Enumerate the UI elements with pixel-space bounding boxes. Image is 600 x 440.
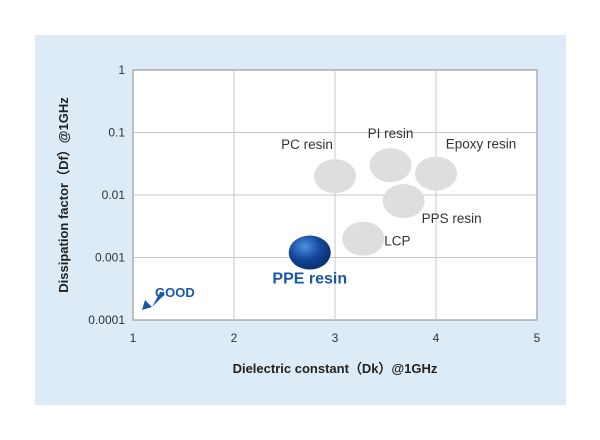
x-tick-label: 1 [130,331,137,345]
point-lcp [342,221,385,256]
data-points [288,148,457,270]
label-pps-resin: PPS resin [422,211,482,226]
y-tick-label: 0.1 [108,126,125,140]
label-pc-resin: PC resin [281,137,333,152]
good-arrow-icon [142,291,164,310]
x-axis-title: Dielectric constant（Dk）@1GHz [233,361,438,376]
label-ppe-resin: PPE resin [272,271,347,288]
point-labels: PC resin PI resin Epoxy resin PPS resin LCP P… [272,126,516,287]
label-epoxy-resin: Epoxy resin [446,137,517,152]
y-tick-label: 1 [118,63,125,77]
point-pps-resin [382,184,425,219]
y-axis-title: Dissipation factor（Df）@1GHz [56,97,71,293]
x-tick-label: 4 [433,331,440,345]
point-pi-resin [369,148,412,183]
good-annotation: GOOD [142,285,195,310]
point-ppe-resin [288,235,331,270]
x-tick-label: 5 [534,331,541,345]
tick-labels: 1 2 3 4 5 1 0.1 0.01 0.001 0.0001 [88,63,540,345]
y-tick-label: 0.001 [95,251,125,265]
x-tick-label: 3 [332,331,339,345]
label-lcp: LCP [384,234,410,249]
good-label: GOOD [155,285,195,300]
x-tick-label: 2 [231,331,238,345]
point-pc-resin [314,159,356,194]
y-tick-label: 0.01 [102,188,126,202]
grid [133,70,537,320]
label-pi-resin: PI resin [368,126,414,141]
y-tick-label: 0.0001 [88,313,125,327]
point-epoxy-resin [415,156,457,191]
